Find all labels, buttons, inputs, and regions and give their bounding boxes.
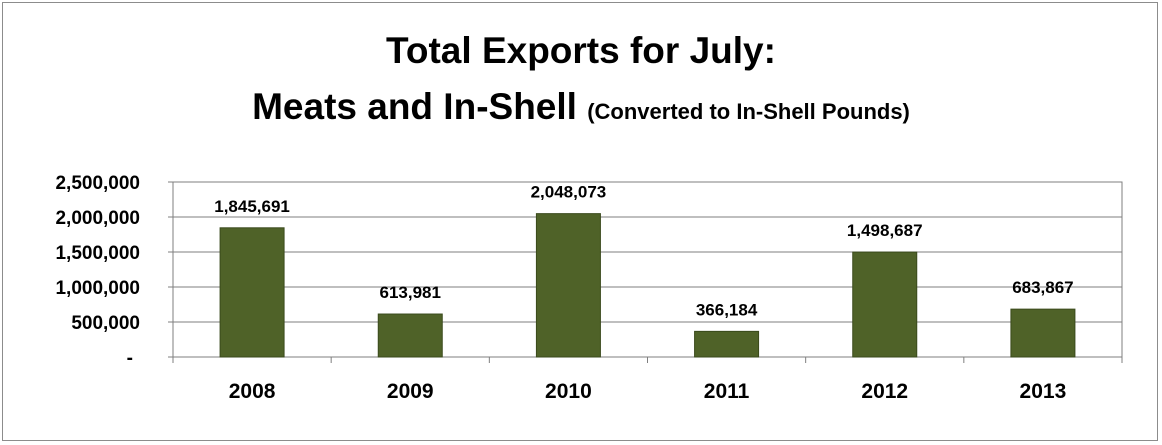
data-label-2012: 1,498,687	[847, 221, 923, 240]
x-tick-label-2011: 2011	[704, 380, 750, 403]
x-tick-label-2013: 2013	[1020, 380, 1067, 403]
data-label-2010: 2,048,073	[531, 183, 607, 202]
y-tick-label: -	[127, 348, 133, 369]
chart-subtitle: (Converted to In-Shell Pounds)	[587, 99, 910, 124]
x-tick-label-2009: 2009	[387, 380, 434, 403]
chart-title-line2: Meats and In-Shell (Converted to In-Shel…	[0, 86, 1162, 128]
x-tick-label-2012: 2012	[861, 380, 908, 403]
y-tick-label: 1,000,000	[55, 278, 140, 299]
bar-2008	[219, 227, 285, 358]
bar-2012	[852, 251, 918, 358]
chart-title-text: Total Exports for July:	[386, 30, 776, 71]
data-label-2013: 683,867	[1012, 278, 1073, 297]
bar-2013	[1010, 308, 1076, 358]
data-label-2008: 1,845,691	[214, 197, 290, 216]
y-tick-label: 1,500,000	[55, 243, 140, 264]
data-label-2011: 366,184	[696, 300, 758, 319]
bar-2010	[535, 213, 601, 358]
x-tick-label-2008: 2008	[229, 380, 276, 403]
x-tick-label-2010: 2010	[545, 380, 592, 403]
chart-title: Total Exports for July:	[0, 30, 1162, 72]
plot-area	[172, 181, 1123, 358]
y-tick-label: 2,500,000	[55, 173, 140, 194]
y-tick-label: 500,000	[71, 313, 140, 334]
data-label-2009: 613,981	[380, 283, 441, 302]
bar-2009	[377, 313, 443, 358]
chart-title-line2-text: Meats and In-Shell	[252, 86, 577, 127]
bar-2011	[694, 330, 760, 358]
y-tick-label: 2,000,000	[55, 208, 140, 229]
